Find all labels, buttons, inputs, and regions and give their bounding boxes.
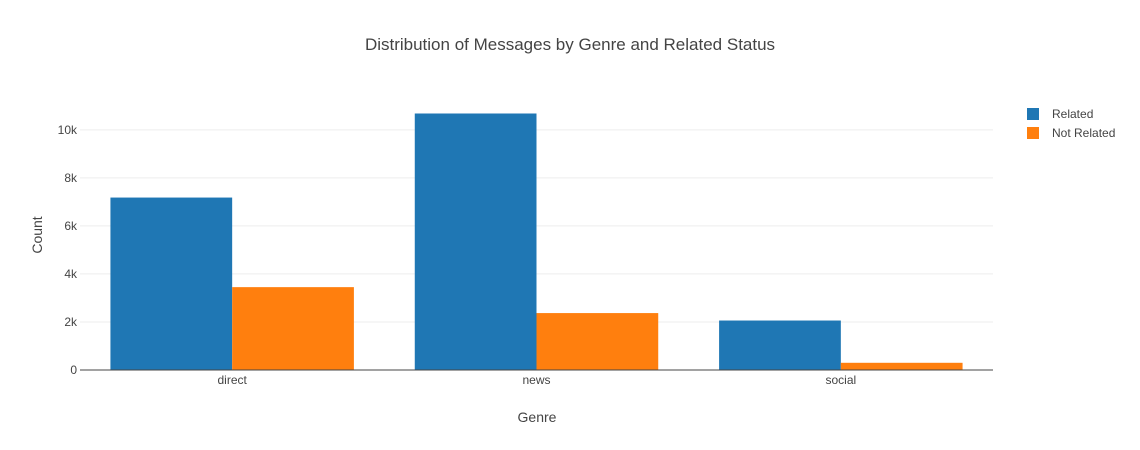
bars bbox=[110, 113, 963, 371]
chart-title: Distribution of Messages by Genre and Re… bbox=[365, 35, 775, 54]
y-tick-label: 8k bbox=[64, 171, 78, 185]
bar-social-related bbox=[719, 320, 841, 370]
y-tick-label: 2k bbox=[64, 315, 78, 329]
x-tick-label: news bbox=[522, 373, 550, 387]
y-axis-title: Count bbox=[29, 216, 45, 253]
x-tick-label: social bbox=[825, 373, 856, 387]
bar-direct-not-related bbox=[232, 287, 354, 370]
legend-swatch bbox=[1027, 108, 1039, 120]
y-axis-ticks: 0 2k 4k 6k 8k 10k bbox=[58, 123, 78, 377]
y-tick-label: 10k bbox=[58, 123, 78, 137]
x-axis-title: Genre bbox=[518, 409, 557, 425]
y-tick-label: 6k bbox=[64, 219, 78, 233]
legend-label: Related bbox=[1052, 107, 1093, 121]
legend-swatch bbox=[1027, 127, 1039, 139]
bar-news-related bbox=[414, 113, 537, 371]
legend-label: Not Related bbox=[1052, 126, 1115, 140]
x-axis-ticks: direct news social bbox=[217, 373, 856, 387]
bar-social-not-related bbox=[840, 362, 963, 370]
legend: Related Not Related bbox=[1027, 107, 1115, 140]
y-tick-label: 0 bbox=[70, 363, 77, 377]
x-tick-label: direct bbox=[217, 373, 247, 387]
bar-direct-related bbox=[110, 197, 233, 370]
y-tick-label: 4k bbox=[64, 267, 78, 281]
bar-news-not-related bbox=[536, 313, 659, 370]
